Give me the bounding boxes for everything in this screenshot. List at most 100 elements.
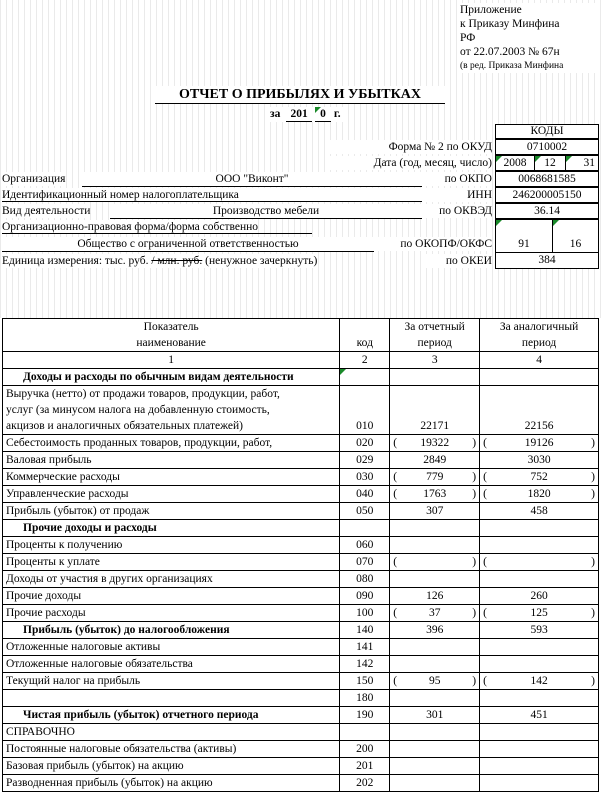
previous-period-value[interactable]: 593 xyxy=(479,621,599,639)
previous-period-value[interactable] xyxy=(479,655,599,673)
paren-close: ) xyxy=(591,488,595,500)
previous-period-value[interactable]: 451 xyxy=(479,706,599,724)
previous-period-value[interactable] xyxy=(479,774,599,792)
previous-period-value[interactable]: (125) xyxy=(479,604,599,622)
okopf-code-box[interactable]: 91 xyxy=(495,219,553,253)
previous-period-value[interactable] xyxy=(479,723,599,741)
current-period-value[interactable]: () xyxy=(389,553,481,571)
row-name: Прибыль (убыток) до налогообложения xyxy=(1,621,341,639)
paren-close: ) xyxy=(591,556,595,568)
current-period-value[interactable] xyxy=(389,723,481,741)
row-code: 150 xyxy=(339,672,391,690)
negative-value-wrapper: (1820) xyxy=(483,487,595,502)
okei-code[interactable]: 384 xyxy=(495,252,599,269)
current-period-value[interactable] xyxy=(389,757,481,775)
current-period-value[interactable]: (19322) xyxy=(389,434,481,452)
header-current-b: период xyxy=(389,335,481,352)
period-line: за 201 0 г. xyxy=(268,107,343,122)
paren-close: ) xyxy=(472,471,477,483)
current-period-value[interactable]: (37) xyxy=(389,604,481,622)
previous-period-value[interactable]: (1820) xyxy=(479,485,599,503)
negative-value-wrapper: (142) xyxy=(483,674,595,689)
org-value[interactable]: ООО "Виконт" xyxy=(82,172,422,187)
current-period-value[interactable]: 22171 xyxy=(389,418,481,435)
date-day-value: 31 xyxy=(583,157,596,169)
row-name: Постоянные налоговые обязательства (акти… xyxy=(1,740,341,758)
previous-period-value[interactable] xyxy=(479,519,599,537)
previous-period-value[interactable] xyxy=(479,689,599,707)
row-code: 060 xyxy=(339,536,391,554)
previous-period-value[interactable]: (752) xyxy=(479,468,599,486)
previous-period-value[interactable]: 22156 xyxy=(479,418,599,435)
appendix-line: к Приказу Минфина xyxy=(460,18,560,30)
table-row: СПРАВОЧНО xyxy=(1,723,599,741)
previous-period-value[interactable] xyxy=(479,570,599,588)
table-row: акцизов и аналогичных обязательных плате… xyxy=(1,418,599,435)
period-year[interactable]: 201 xyxy=(286,107,313,122)
legal-form-value[interactable]: Общество с ограниченной ответственностью xyxy=(2,237,374,252)
previous-period-value[interactable] xyxy=(479,368,599,386)
previous-period-value[interactable]: 3030 xyxy=(479,451,599,469)
current-period-value[interactable] xyxy=(389,368,481,386)
paren-open: ( xyxy=(393,556,398,568)
row-name: Отложенные налоговые обязательства xyxy=(1,655,341,673)
table-row: Текущий налог на прибыль 150(95)(142) xyxy=(1,672,599,690)
previous-period-value[interactable] xyxy=(479,402,599,418)
date-month[interactable]: 12 xyxy=(534,155,566,171)
current-period-value[interactable]: (1763) xyxy=(389,485,481,503)
current-period-value[interactable]: (95) xyxy=(389,672,481,690)
current-period-value[interactable] xyxy=(389,638,481,656)
previous-period-value[interactable]: 260 xyxy=(479,587,599,605)
current-period-value[interactable] xyxy=(389,570,481,588)
current-period-value[interactable]: 396 xyxy=(389,621,481,639)
paren-open: ( xyxy=(393,437,398,449)
previous-period-value[interactable]: (19126) xyxy=(479,434,599,452)
header-prev-a: За аналогичный xyxy=(479,318,599,335)
cell-value: 95 xyxy=(428,675,441,687)
table-row: Отложенные налоговые активы 141 xyxy=(1,638,599,656)
row-name: Коммерческие расходы xyxy=(1,468,341,486)
table-body: Доходы и расходы по обычным видам деятел… xyxy=(1,368,599,792)
current-period-value[interactable]: 126 xyxy=(389,587,481,605)
date-label: Дата (год, месяц, число) xyxy=(330,156,492,170)
current-period-value[interactable]: 301 xyxy=(389,706,481,724)
current-period-value[interactable] xyxy=(389,774,481,792)
period-suffix: г. xyxy=(333,108,341,120)
previous-period-value[interactable] xyxy=(479,740,599,758)
table-row: 180 xyxy=(1,689,599,707)
activity-value[interactable]: Производство мебели xyxy=(110,204,422,219)
previous-period-value[interactable]: (142) xyxy=(479,672,599,690)
period-digit[interactable]: 0 xyxy=(315,107,331,122)
table-row: Проценты к получению 060 xyxy=(1,536,599,554)
current-period-value[interactable]: 307 xyxy=(389,502,481,520)
current-period-value[interactable] xyxy=(389,655,481,673)
inn-code[interactable]: 246200005150 xyxy=(495,187,599,203)
form-code[interactable]: 0710002 xyxy=(495,139,599,155)
previous-period-value[interactable]: () xyxy=(479,553,599,571)
current-period-value[interactable] xyxy=(389,536,481,554)
date-day[interactable]: 31 xyxy=(565,155,599,171)
previous-period-value[interactable] xyxy=(479,757,599,775)
paren-close: ) xyxy=(472,437,477,449)
paren-open: ( xyxy=(393,607,398,619)
current-period-value[interactable] xyxy=(389,402,481,418)
previous-period-value[interactable] xyxy=(479,385,599,402)
previous-period-value[interactable] xyxy=(479,536,599,554)
current-period-value[interactable] xyxy=(389,385,481,402)
current-period-value[interactable] xyxy=(389,740,481,758)
current-period-value[interactable]: (779) xyxy=(389,468,481,486)
comment-marker xyxy=(340,369,347,375)
current-period-value[interactable] xyxy=(389,689,481,707)
paren-close: ) xyxy=(472,556,477,568)
current-period-value[interactable] xyxy=(389,519,481,537)
okfs-code-box[interactable]: 16 xyxy=(552,219,599,253)
cell-value: 37 xyxy=(428,607,441,619)
okpo-code[interactable]: 0068681585 xyxy=(495,171,599,187)
previous-period-value[interactable]: 458 xyxy=(479,502,599,520)
cell-value: 752 xyxy=(530,471,548,483)
current-period-value[interactable]: 2849 xyxy=(389,451,481,469)
previous-period-value[interactable] xyxy=(479,638,599,656)
okved-code[interactable]: 36.14 xyxy=(495,203,599,219)
date-year[interactable]: 2008 xyxy=(495,155,535,171)
header-name: наименование xyxy=(1,335,341,352)
